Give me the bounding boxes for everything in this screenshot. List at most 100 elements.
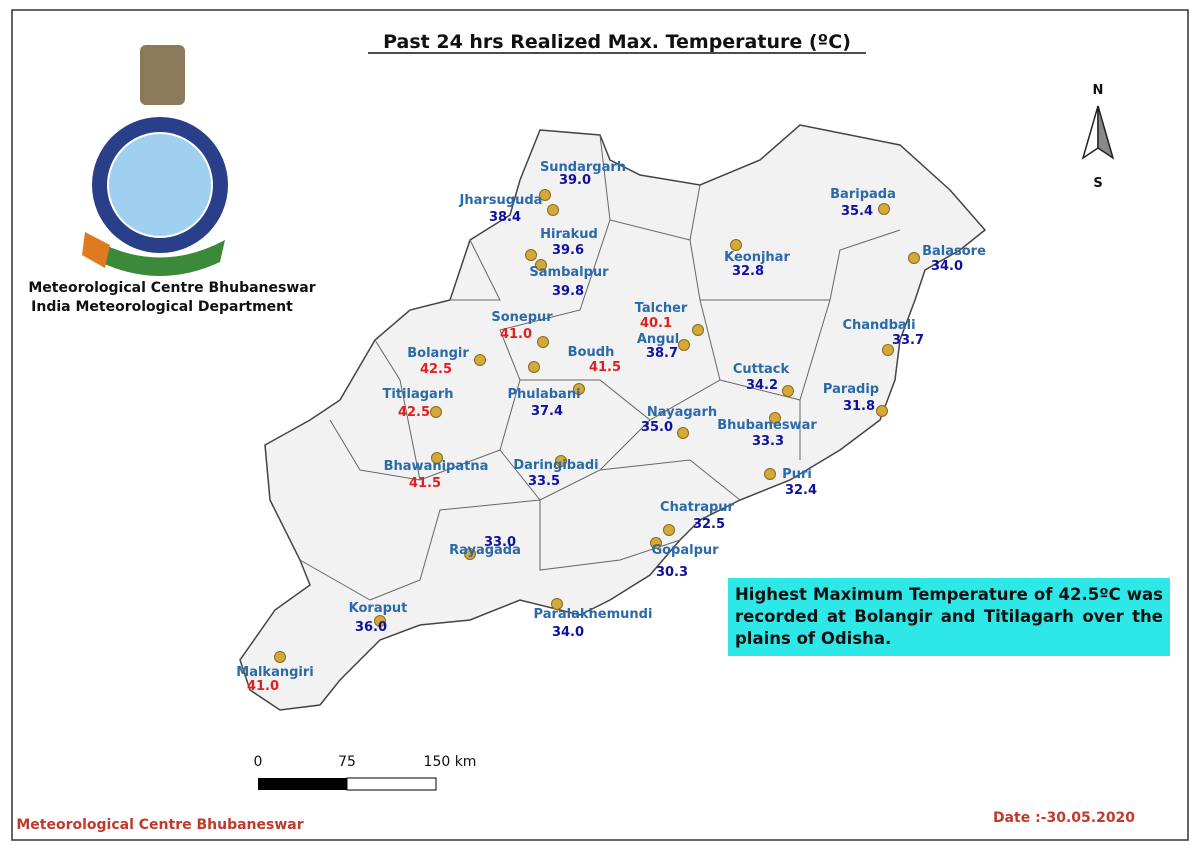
station-dot xyxy=(274,651,286,663)
station-name: Puri xyxy=(782,467,812,482)
station-value: 41.5 xyxy=(589,360,621,375)
arrow-right xyxy=(1097,105,1115,160)
station-value: 41.5 xyxy=(409,476,441,491)
title: Past 24 hrs Realized Max. Temperature (º… xyxy=(383,31,851,53)
station-value: 34.0 xyxy=(552,625,584,640)
station-value: 33.3 xyxy=(752,434,784,449)
station-value: 40.1 xyxy=(640,316,672,331)
station-name: Rayagada xyxy=(449,543,521,558)
footer-date: Date :-30.05.2020 xyxy=(993,810,1135,826)
compass-south: S xyxy=(1093,176,1102,191)
station-dot xyxy=(539,189,551,201)
station-dot xyxy=(692,324,704,336)
station-value: 34.2 xyxy=(746,378,778,393)
scale-label: 75 xyxy=(338,754,356,770)
station-value: 33.7 xyxy=(892,333,924,348)
logo xyxy=(82,45,228,276)
district-borders xyxy=(299,134,901,601)
station-dot xyxy=(908,252,920,264)
logo-globe xyxy=(107,132,213,238)
station-value: 42.5 xyxy=(420,362,452,377)
station-name: Bolangir xyxy=(407,346,469,361)
station-name: Bhubaneswar xyxy=(717,418,817,433)
station-value: 38.4 xyxy=(489,210,521,225)
station-value: 35.4 xyxy=(841,204,873,219)
station-name: Talcher xyxy=(635,301,688,316)
station-dot xyxy=(474,354,486,366)
station-dot xyxy=(764,468,776,480)
station-name: Baripada xyxy=(830,187,896,202)
station-dot xyxy=(730,239,742,251)
station-dot xyxy=(551,598,563,610)
compass-north: N xyxy=(1093,83,1104,98)
station-value: 39.6 xyxy=(552,243,584,258)
station-name: Angul xyxy=(637,332,679,347)
station-name: Paradip xyxy=(823,382,879,397)
station-dot xyxy=(878,203,890,215)
station-value: 33.0 xyxy=(484,535,516,550)
station-name: Chatrapur xyxy=(660,500,735,515)
org-line: Meteorological Centre Bhubaneswar xyxy=(28,280,315,296)
station-name: Bhawanipatna xyxy=(384,459,489,474)
station-name: Balasore xyxy=(922,244,986,259)
station-name: Cuttack xyxy=(733,362,790,377)
station-dot xyxy=(525,249,537,261)
station-value: 35.0 xyxy=(641,420,673,435)
logo-ribbon-end xyxy=(82,232,110,268)
station-name: Daringibadi xyxy=(513,458,598,473)
station-dot xyxy=(782,385,794,397)
station-dot xyxy=(769,412,781,424)
station-name: Boudh xyxy=(568,345,615,360)
station-value: 38.7 xyxy=(646,346,678,361)
station-dot xyxy=(555,455,567,467)
station-value: 39.0 xyxy=(559,173,591,188)
north-arrow xyxy=(1081,105,1115,160)
station-value: 36.0 xyxy=(355,620,387,635)
state-outline xyxy=(239,124,987,711)
station-value: 34.0 xyxy=(931,259,963,274)
station-name: Chandbali xyxy=(842,318,915,333)
station-dot xyxy=(528,361,540,373)
station-dot xyxy=(547,204,559,216)
station-value: 32.5 xyxy=(693,517,725,532)
station-value: 31.8 xyxy=(843,399,875,414)
station-name: Titilagarh xyxy=(383,387,454,402)
station-name: Phulabani xyxy=(507,387,580,402)
footer-org: Meteorological Centre Bhubaneswar xyxy=(16,817,303,833)
station-name: Nayagarh xyxy=(647,405,717,420)
station-name: Paralakhemundi xyxy=(534,607,653,622)
station-name: Malkangiri xyxy=(236,665,313,680)
scale-label: 150 km xyxy=(424,754,477,770)
station-dot xyxy=(650,537,662,549)
station-dot xyxy=(677,427,689,439)
station-dot xyxy=(374,615,386,627)
station-name: Jharsuguda xyxy=(459,193,543,208)
station-value: 37.4 xyxy=(531,404,563,419)
station-name: Hirakud xyxy=(540,227,598,242)
station-dot xyxy=(678,339,690,351)
station-value: 41.0 xyxy=(247,679,279,694)
scale-segment xyxy=(346,777,437,791)
logo-ribbon xyxy=(95,240,225,276)
station-name: Sundargarh xyxy=(540,160,626,175)
station-value: 42.5 xyxy=(398,405,430,420)
station-name: Gopalpur xyxy=(651,543,719,558)
station-name: Sonepur xyxy=(491,310,553,325)
station-value: 33.5 xyxy=(528,474,560,489)
station-dot xyxy=(431,452,443,464)
arrow-left xyxy=(1081,105,1099,160)
station-value: 30.3 xyxy=(656,565,688,580)
station-dot xyxy=(882,344,894,356)
station-name: Keonjhar xyxy=(724,250,790,265)
station-dot xyxy=(876,405,888,417)
station-dot xyxy=(535,259,547,271)
scale-segment xyxy=(258,778,347,790)
highlight-box: Highest Maximum Temperature of 42.5ºC wa… xyxy=(728,578,1170,656)
org-line: India Meteorological Department xyxy=(31,299,293,315)
station-dot xyxy=(663,524,675,536)
station-dot xyxy=(537,336,549,348)
station-dot xyxy=(430,406,442,418)
station-value: 39.8 xyxy=(552,284,584,299)
